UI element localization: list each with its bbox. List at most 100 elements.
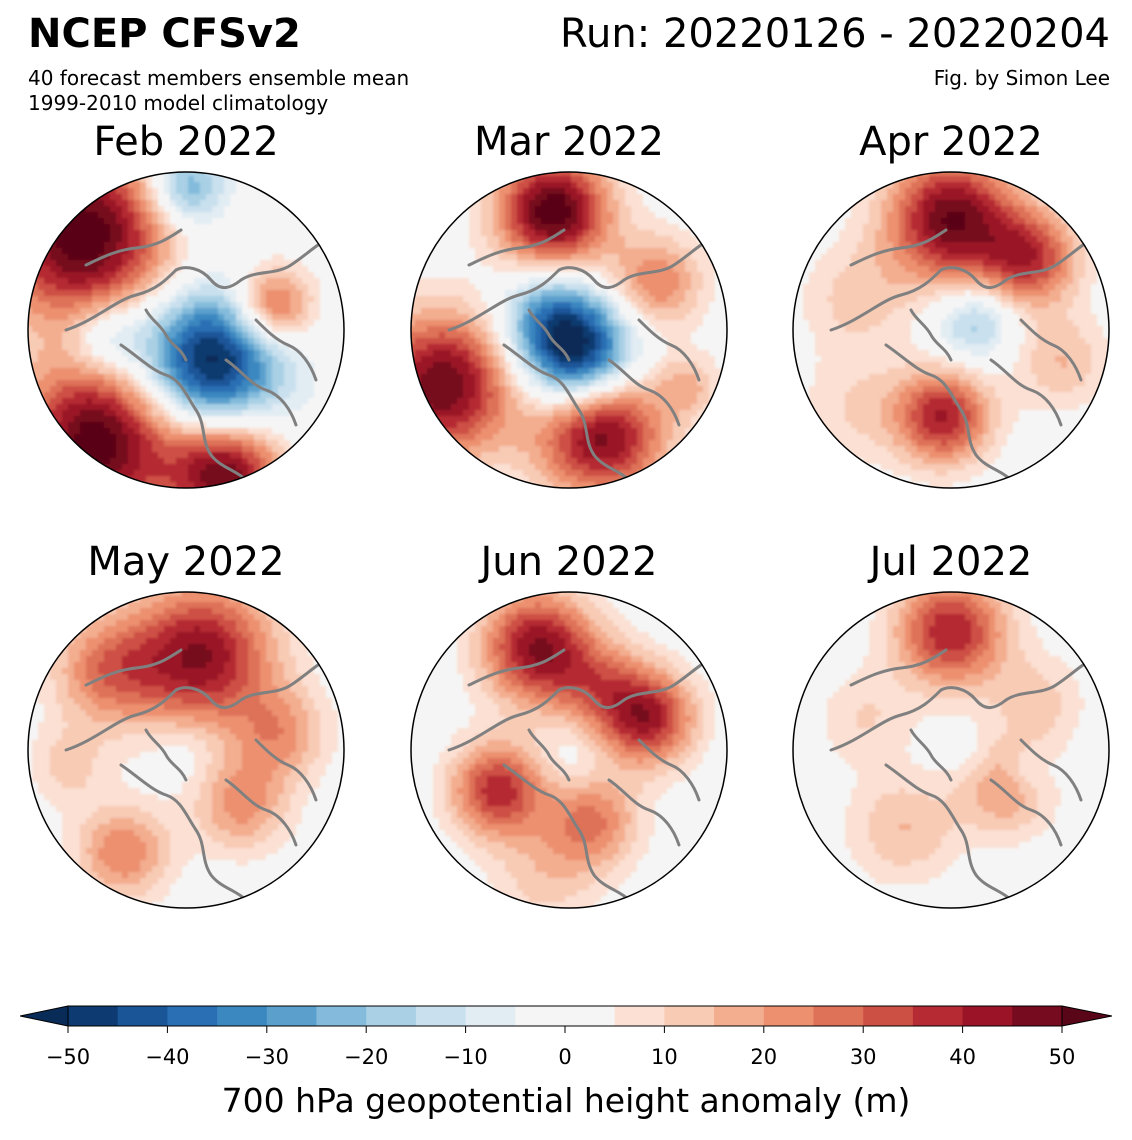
map-boundary [792,591,1110,909]
coastline [909,308,953,362]
coastline [989,358,1063,427]
coastline [467,228,566,267]
coastline [607,778,681,847]
colorbar-swatch [266,1006,317,1026]
coastline [557,686,626,709]
anomaly-field [411,172,727,488]
coastline [1019,738,1083,802]
map-may [27,591,345,909]
coastlines [64,648,328,902]
colorbar-swatch [465,1006,516,1026]
coastline [194,408,248,482]
coastline [557,266,626,289]
map-boundary [27,171,345,489]
colorbar-swatch [962,1006,1013,1026]
coastlines [829,228,1093,482]
coastline [224,358,298,427]
colorbar-swatch [714,1006,765,1026]
coastline [959,408,1013,482]
coastline [884,763,963,832]
coastline [849,228,948,267]
panel-title-jun: Jun 2022 [480,539,658,585]
colorbar-extend-high [1061,1005,1112,1027]
coastline [174,266,243,289]
anomaly-field [28,592,344,908]
subtitle-ensemble: 40 forecast members ensemble mean [28,66,410,90]
coastline [239,238,328,282]
coastline [64,268,178,332]
colorbar-label: 700 hPa geopotential height anomaly (m) [221,1081,911,1120]
figure-title: NCEP CFSv2 [28,11,301,57]
coastline [224,778,298,847]
coastline [64,688,178,752]
colorbar [20,1005,1112,1033]
coastline [84,228,183,267]
colorbar-tick-label: 0 [558,1045,572,1069]
coastline [884,343,963,412]
colorbar-tick-label: 20 [750,1045,778,1069]
colorbar-tick-label: −30 [244,1045,289,1069]
colorbar-swatch [813,1006,864,1026]
coastlines [64,228,328,482]
colorbar-swatch [1012,1006,1063,1026]
coastline [909,728,953,782]
coastline [939,266,1008,289]
map-boundary [410,591,728,909]
map-jun [410,591,728,909]
coastline [637,738,701,802]
anomaly-field [793,172,1109,488]
coastline [959,828,1013,902]
colorbar-tick-label: 30 [849,1045,877,1069]
map-mar [410,171,728,489]
colorbar-tick-label: −10 [443,1045,488,1069]
colorbar-tick-label: 10 [651,1045,678,1069]
coastline [622,238,711,282]
coastline [502,763,581,832]
colorbar-swatch [167,1006,218,1026]
colorbar-swatch [565,1006,616,1026]
coastline [849,648,948,687]
coastline [144,308,188,362]
coastline [637,318,701,382]
colorbar-tick-label: 50 [1048,1045,1076,1069]
colorbar-swatch [316,1006,367,1026]
colorbar-swatch [664,1006,715,1026]
map-feb [27,171,345,489]
coastline [829,688,943,752]
colorbar-tick-label: −50 [45,1045,91,1069]
coastline [1004,658,1093,702]
coastline [254,318,318,382]
coastline [467,648,566,687]
coastline [119,763,198,832]
map-boundary [792,171,1110,489]
map-apr [792,171,1110,489]
colorbar-tick-label: −40 [145,1045,190,1069]
coastline [607,358,681,427]
coastline [939,686,1008,709]
coastline [84,648,183,687]
coastline [989,778,1063,847]
coastline [502,343,581,412]
coastline [577,408,631,482]
coastline [119,343,198,412]
figure-credit: Fig. by Simon Lee [933,66,1110,90]
coastline [174,686,243,709]
coastline [447,688,561,752]
colorbar-swatch [614,1006,665,1026]
map-boundary [410,171,728,489]
coastlines [447,228,711,482]
panel-title-may: May 2022 [87,539,285,585]
coastlines [829,648,1093,902]
colorbar-swatch [515,1006,566,1026]
colorbar-swatch [912,1006,964,1026]
map-boundary [27,591,345,909]
coastline [577,828,631,902]
map-jul [792,591,1110,909]
run-dates: Run: 20220126 - 20220204 [560,11,1110,57]
colorbar-swatch [217,1006,268,1026]
colorbar-swatch [117,1006,168,1026]
colorbar-swatch [366,1006,417,1026]
colorbar-tick-label: −20 [344,1045,389,1069]
panel-title-apr: Apr 2022 [859,119,1043,165]
coastline [254,738,318,802]
